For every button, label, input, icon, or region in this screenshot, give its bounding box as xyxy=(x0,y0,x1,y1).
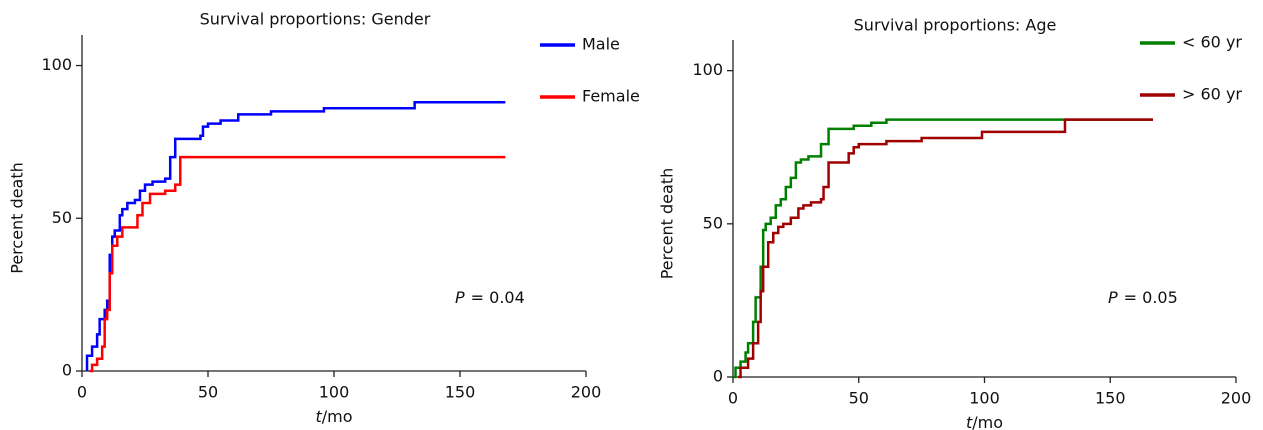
y-tick-label: 100 xyxy=(41,55,72,74)
survival-line xyxy=(89,155,506,373)
x-tick-label: 150 xyxy=(1095,389,1126,408)
p-value: P = 0.05 xyxy=(1108,288,1178,307)
p-value: P = 0.04 xyxy=(455,288,525,307)
x-tick-label: 100 xyxy=(319,383,350,402)
y-tick-label: 0 xyxy=(713,367,723,386)
p-symbol: P xyxy=(1108,288,1118,307)
x-tick-label: 0 xyxy=(77,383,87,402)
chart-title: Survival proportions: Age xyxy=(854,16,1057,35)
y-tick-label: 50 xyxy=(703,213,723,232)
p-text: = 0.05 xyxy=(1124,288,1178,307)
chart-title: Survival proportions: Gender xyxy=(200,10,431,29)
y-axis-label: Percent death xyxy=(8,162,27,274)
x-axis-unit: /mo xyxy=(972,413,1003,430)
x-axis-label: t/mo xyxy=(966,413,1003,430)
legend-label: > 60 yr xyxy=(1182,85,1242,104)
y-axis-label: Percent death xyxy=(658,168,677,280)
y-tick-label: 50 xyxy=(52,208,72,227)
y-tick-label: 0 xyxy=(62,361,72,380)
x-axis-unit: /mo xyxy=(322,407,353,426)
survival-line xyxy=(733,118,1154,379)
legend-label: Female xyxy=(582,87,640,106)
x-tick-label: 150 xyxy=(445,383,476,402)
x-tick-label: 200 xyxy=(571,383,602,402)
x-tick-label: 200 xyxy=(1221,389,1252,408)
x-tick-label: 0 xyxy=(728,389,738,408)
p-symbol: P xyxy=(455,288,465,307)
x-axis-symbol: t xyxy=(315,407,322,426)
legend-label: Male xyxy=(582,35,620,54)
survival-line xyxy=(738,118,1154,379)
x-axis-label: t/mo xyxy=(315,407,352,426)
p-text: = 0.04 xyxy=(471,288,525,307)
x-tick-label: 50 xyxy=(849,389,869,408)
y-tick-label: 100 xyxy=(692,60,723,79)
x-tick-label: 100 xyxy=(969,389,1000,408)
legend-label: < 60 yr xyxy=(1182,33,1242,52)
x-axis-symbol: t xyxy=(966,413,973,430)
survival-line xyxy=(85,100,506,371)
x-tick-label: 50 xyxy=(198,383,218,402)
